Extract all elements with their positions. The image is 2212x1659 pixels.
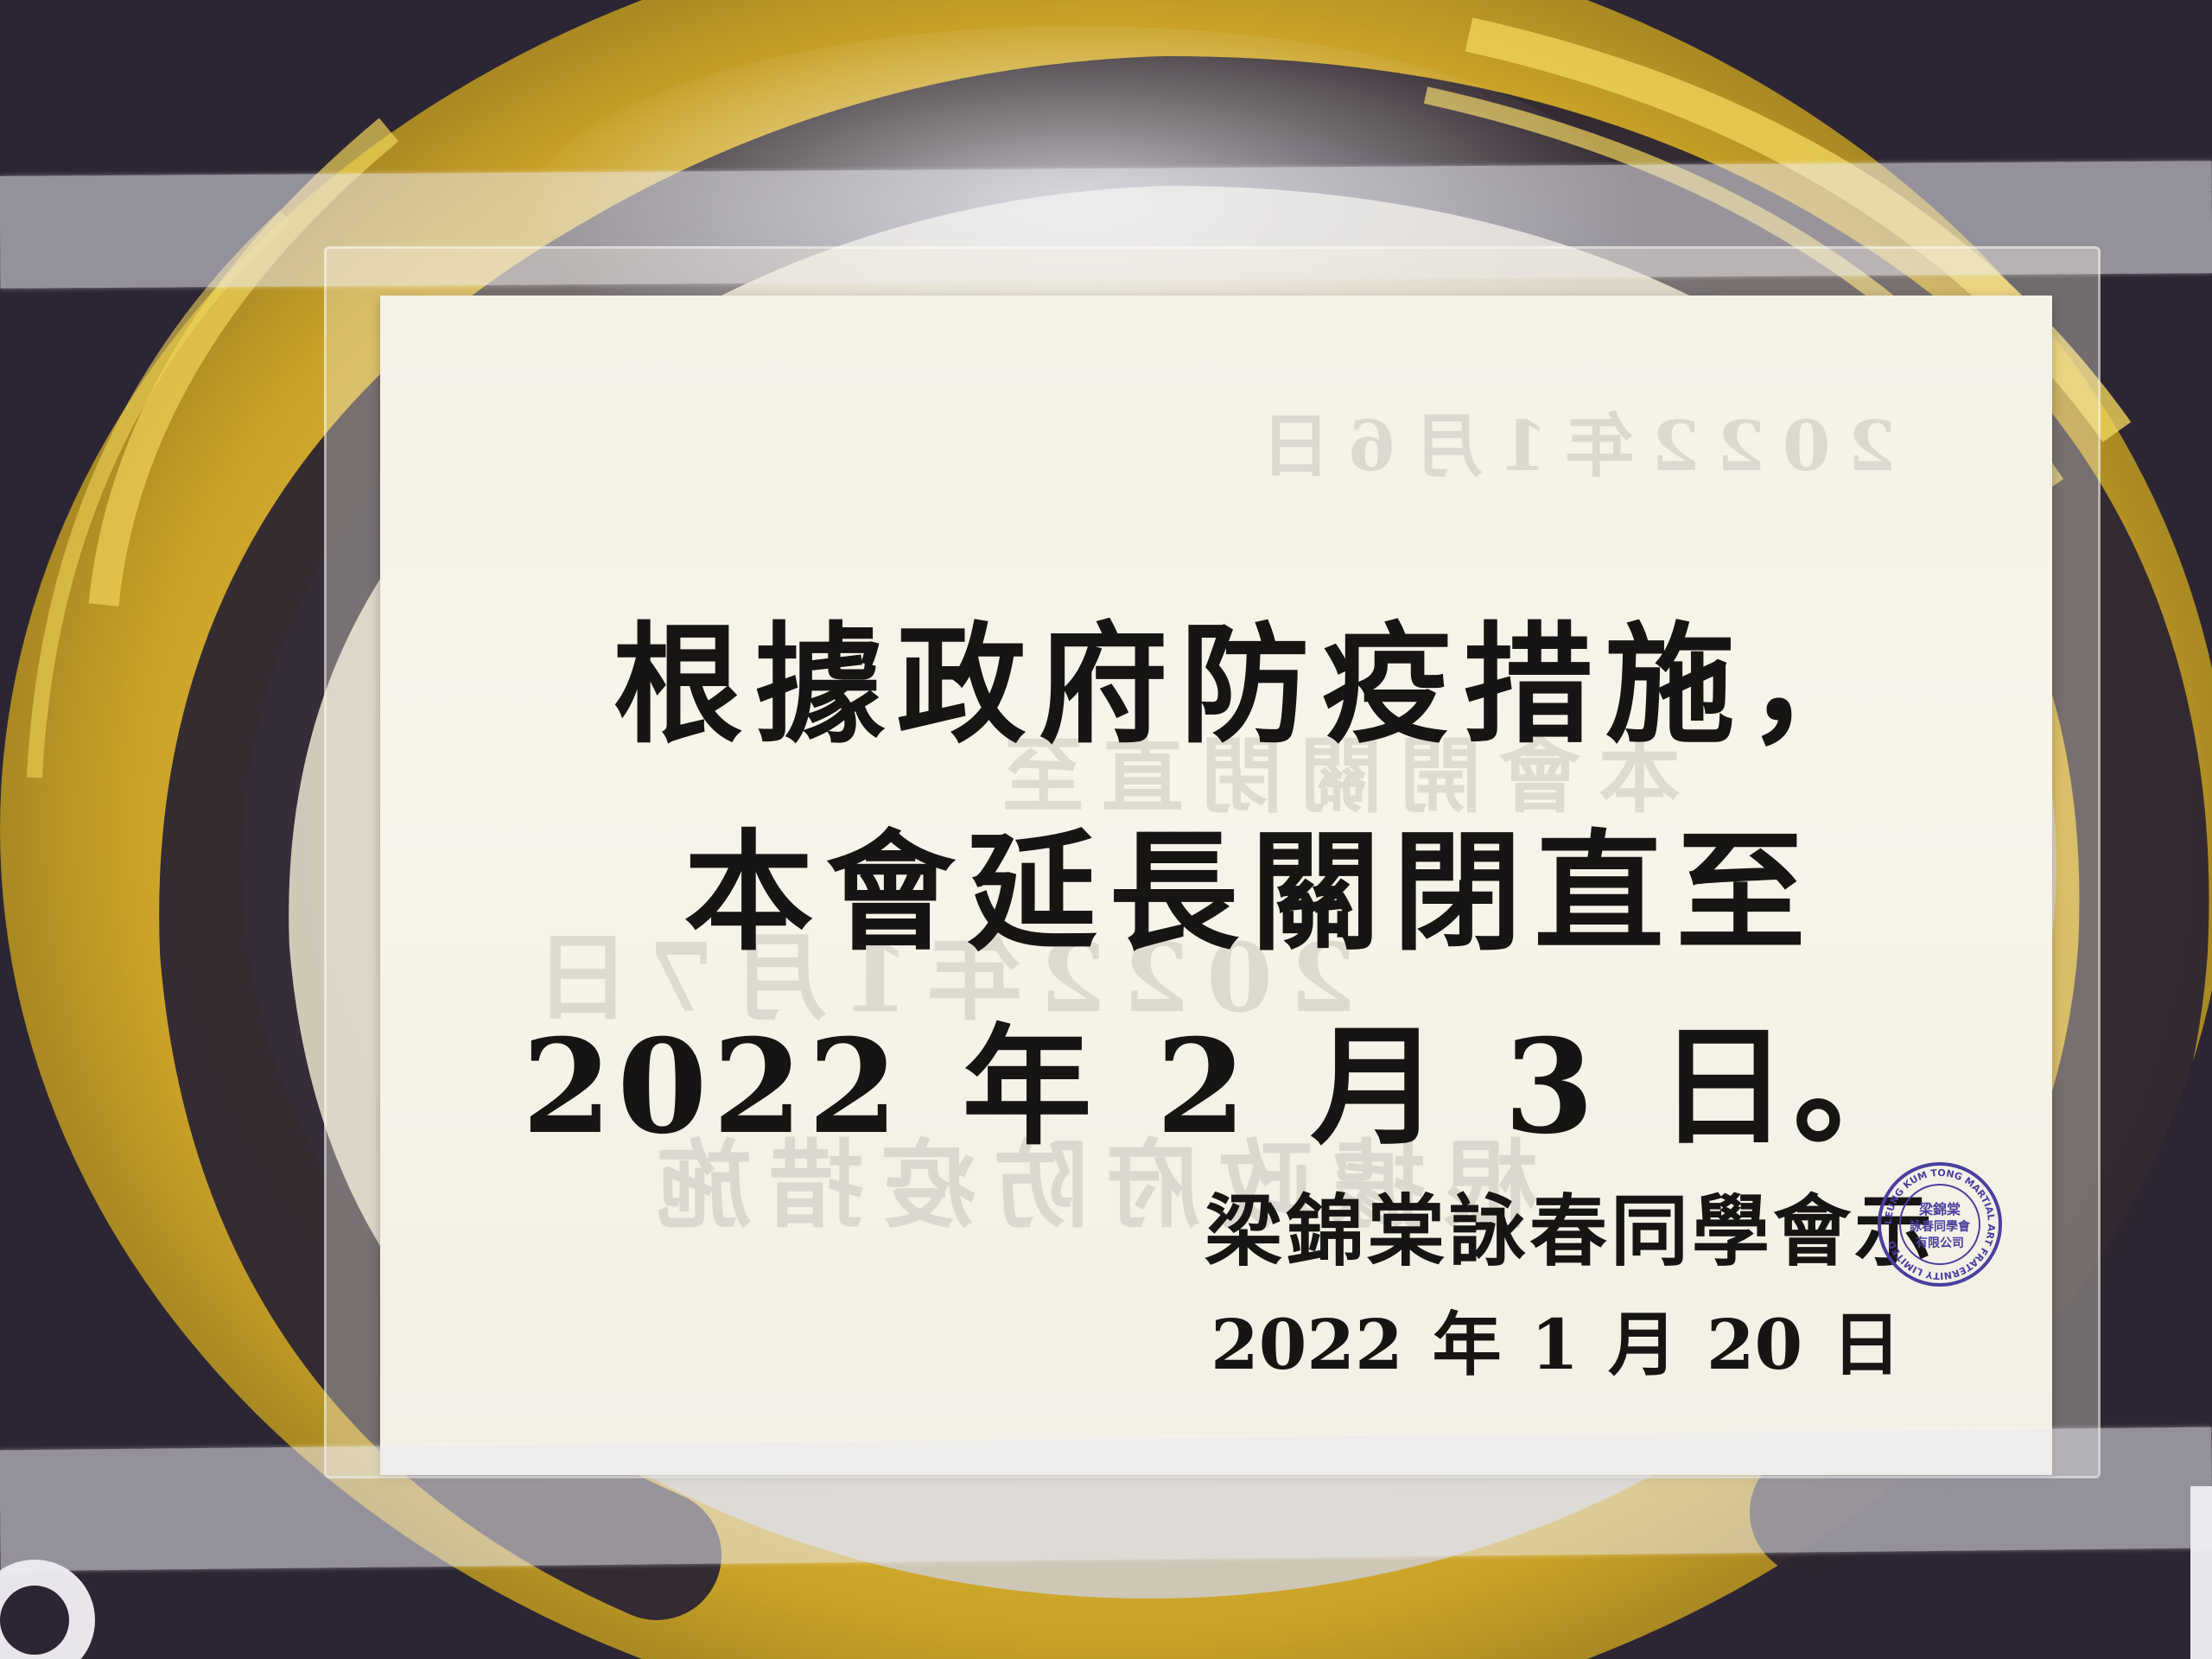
signer-name: 梁錦棠詠春同學會示 — [1205, 1185, 1936, 1277]
seal-text-2: 詠春同學會 — [1910, 1219, 1971, 1234]
notice-line-2: 本會延長關閉直至 — [683, 817, 1818, 969]
notice-paper: 2022年1月6日 本會開關閉直至 2022年1月7日 根據政府防疫措施 根據政… — [380, 296, 2052, 1475]
notice-line-3: 2022 年 2 月 3 日。 — [521, 1011, 1929, 1163]
seal-text-1: 梁錦棠 — [1918, 1201, 1961, 1217]
notice-date: 2022 年 1 月 20 日 — [1211, 1304, 1901, 1385]
bleed-through-line-1: 2022年1月6日 — [1244, 405, 1896, 486]
seal-text-3: 有限公司 — [1916, 1236, 1964, 1250]
adhesive-tape-bottom — [0, 1427, 2212, 1572]
notice-line-1: 根據政府防疫措施， — [613, 609, 1889, 761]
association-seal: LEUNG KUM TONG MARTIAL ART FRATERNITY LI… — [1878, 1162, 2002, 1287]
